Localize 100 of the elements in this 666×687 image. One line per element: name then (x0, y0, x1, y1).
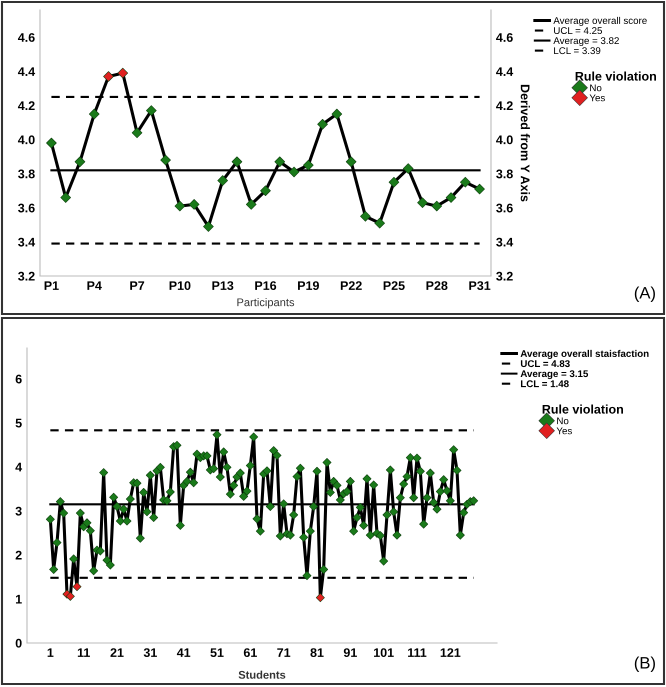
y2-tick-label: 3.2 (496, 272, 513, 281)
x-tick-label: P16 (255, 281, 276, 290)
y-tick-label: 0 (16, 638, 22, 648)
x-tick-label: 101 (374, 648, 394, 658)
y2-tick-label: 3.4 (496, 238, 514, 247)
legend-title: Rule violation (576, 72, 656, 81)
x-tick-label: 51 (210, 648, 224, 658)
legend-label: Average overall score (553, 16, 647, 26)
x-tick-label: P25 (384, 281, 405, 290)
x-tick-label: P13 (212, 281, 234, 290)
text: (B) (634, 656, 655, 672)
x-tick-label: 11 (78, 648, 90, 657)
y-tick-label: 3.8 (18, 169, 35, 178)
point (332, 108, 342, 120)
legend-label: LCL = 3.39 (554, 47, 600, 54)
point (316, 593, 325, 602)
y-tick-label: 3 (15, 506, 22, 516)
y-tick-label: 4.6 (18, 33, 35, 42)
point (317, 118, 328, 130)
x-tick-label: P31 (469, 281, 490, 290)
y-tick-label: 6 (16, 374, 22, 384)
point (174, 200, 186, 212)
legend-label: Yes (556, 428, 572, 434)
legend-label: Average overall staisfaction (520, 350, 649, 359)
point (360, 211, 371, 222)
point (288, 166, 300, 178)
point (74, 156, 86, 168)
x-tick-label: P1 (44, 281, 59, 290)
point (417, 197, 428, 208)
point (232, 156, 242, 168)
x-tick-label: P10 (170, 281, 190, 290)
x-tick-label: 81 (310, 648, 324, 658)
point (103, 71, 114, 82)
y2-tick-label: 3.6 (496, 204, 513, 212)
y-tick-label: 3.6 (18, 204, 35, 212)
point (160, 154, 171, 166)
x-tick-label: 111 (408, 648, 426, 657)
point (117, 68, 128, 78)
y-tick-label: 4.4 (18, 67, 36, 76)
y-tick-label: 4.2 (18, 101, 35, 110)
x-tick-label: 1 (48, 648, 54, 657)
x-tick-label: 91 (344, 648, 357, 658)
point (274, 156, 286, 168)
legend-label: Average = 3.82 (553, 37, 619, 46)
x-tick-label: 21 (110, 648, 124, 657)
legend-label: Yes (590, 94, 605, 102)
legend-label: LCL = 1.48 (520, 380, 569, 388)
point (374, 218, 385, 228)
point (60, 192, 71, 203)
y-tick-label: 5 (16, 418, 22, 428)
point (88, 108, 100, 120)
y-tick-label: 1 (16, 594, 22, 604)
y2-tick-label: 4.0 (496, 135, 513, 144)
point (146, 105, 157, 116)
legend-title: Rule violation (542, 404, 623, 414)
y2-tick-label: 3.8 (496, 169, 513, 178)
point (346, 156, 356, 168)
y2-tick-label: 4.4 (496, 67, 514, 76)
x-tick-label: P4 (87, 281, 102, 290)
point (46, 138, 57, 148)
y2-tick-label: 4.2 (496, 101, 513, 110)
text: (A) (634, 286, 655, 302)
legend-label: UCL = 4.25 (554, 27, 602, 34)
legend-label: Average = 3.15 (520, 370, 588, 380)
y2-tick-label: 4.6 (496, 33, 513, 42)
y-tick-label: 3.2 (18, 272, 35, 281)
point (246, 199, 257, 210)
x-axis-title: Students (238, 670, 286, 679)
point (72, 582, 82, 592)
legend-label: No (557, 417, 568, 424)
point (431, 200, 442, 212)
point (474, 184, 485, 194)
legend-label: No (590, 84, 602, 92)
x-axis-title: Participants (237, 298, 294, 308)
y-tick-label: 4.0 (18, 135, 35, 144)
y-tick-label: 3.4 (18, 238, 36, 247)
point (132, 127, 142, 138)
x-tick-label: 31 (144, 648, 157, 658)
x-tick-label: 41 (176, 648, 190, 657)
point (203, 221, 214, 232)
point (388, 176, 400, 188)
x-tick-label: 71 (277, 648, 290, 657)
x-tick-label: P7 (130, 281, 144, 290)
y-tick-label: 4 (15, 462, 22, 472)
x-tick-label: 121 (440, 648, 460, 657)
point (260, 185, 271, 196)
point (402, 163, 414, 174)
point (303, 160, 314, 170)
y2-axis-title: Derived from Y Axis (520, 84, 530, 202)
point (188, 199, 200, 210)
x-tick-label: P19 (298, 281, 319, 290)
point (446, 192, 456, 203)
x-tick-label: P28 (426, 281, 448, 290)
y-tick-label: 2 (16, 550, 22, 560)
point (460, 176, 471, 188)
point (66, 592, 75, 601)
x-tick-label: 61 (244, 648, 257, 658)
legend-label: UCL = 4.83 (520, 360, 570, 368)
point (217, 175, 228, 186)
x-tick-label: P22 (340, 281, 362, 290)
